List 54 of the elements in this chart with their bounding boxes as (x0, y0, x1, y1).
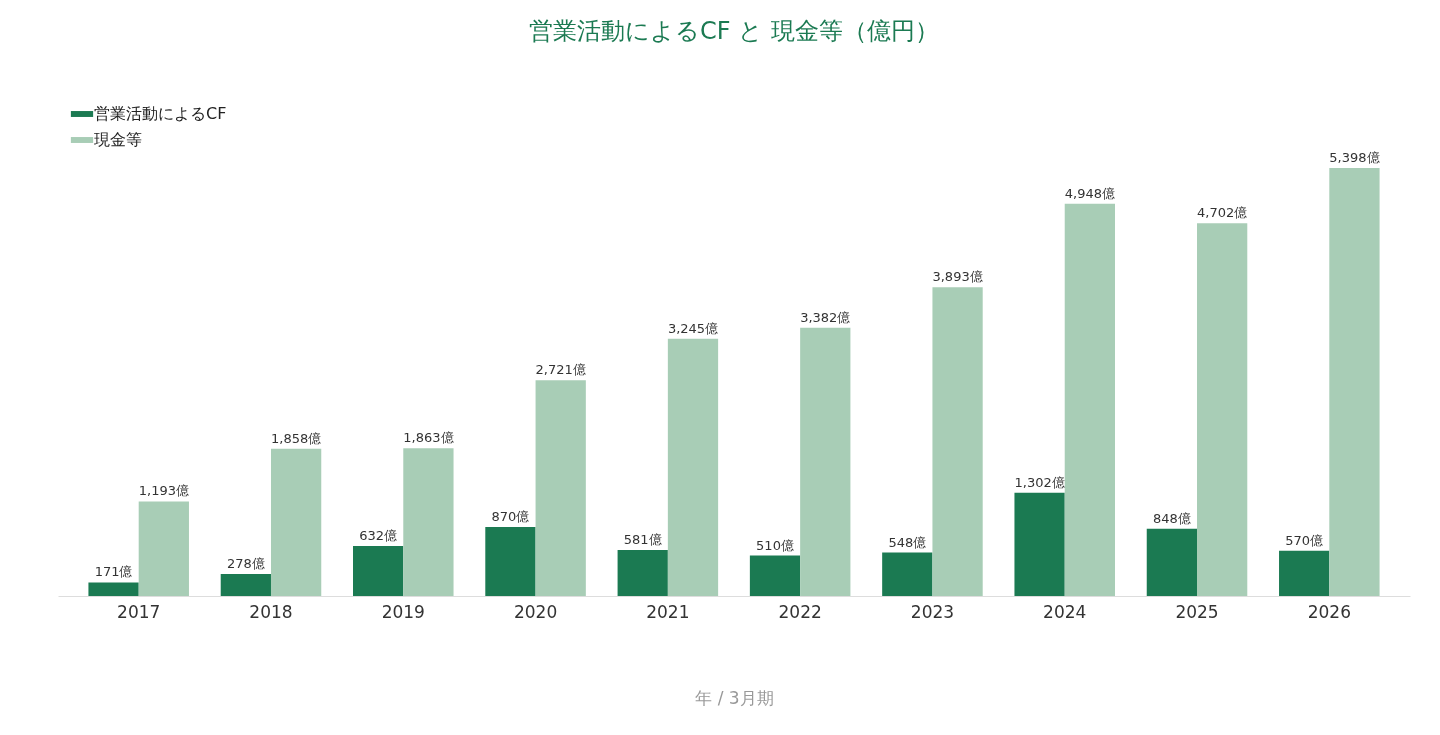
data-label: 548億 (888, 534, 927, 550)
bar (667, 338, 719, 596)
x-tick-label: 2026 (1307, 601, 1351, 622)
data-label: 3,382億 (800, 309, 851, 325)
data-label: 1,863億 (403, 430, 454, 446)
bar (800, 327, 851, 596)
bar (485, 527, 536, 596)
data-label: 848億 (1152, 510, 1191, 526)
data-label: 3,245億 (667, 320, 719, 336)
bar (270, 448, 322, 596)
bar (88, 582, 139, 596)
bar (932, 287, 983, 596)
x-tick-label: 2023 (910, 601, 955, 622)
bar (749, 555, 801, 596)
x-tick-label: 2019 (381, 601, 425, 622)
bar (1064, 203, 1115, 596)
x-tick-label: 2018 (249, 601, 293, 622)
bar (1146, 528, 1198, 596)
data-label: 4,948億 (1064, 185, 1115, 201)
chart-title: 営業活動によるCF と 現金等（億円） (529, 17, 939, 45)
data-label: 581億 (623, 531, 662, 547)
data-label: 5,398億 (1329, 150, 1380, 165)
data-label: 4,702億 (1197, 205, 1248, 221)
x-tick-label: 2021 (646, 601, 690, 622)
data-label: 1,193億 (138, 483, 189, 499)
legend-label: 現金等 (94, 130, 142, 149)
data-label: 632億 (359, 527, 398, 543)
bar (403, 448, 454, 596)
x-tick-label: 2017 (117, 601, 161, 622)
bar (1329, 168, 1380, 596)
data-label: 510億 (756, 537, 794, 553)
data-label: 278億 (226, 555, 265, 571)
x-tick-label: 2022 (778, 601, 822, 622)
bar (138, 501, 189, 596)
data-label: 1,302億 (1014, 474, 1065, 490)
bar (1014, 492, 1065, 596)
bar (1279, 550, 1330, 596)
data-label: 3,893億 (932, 269, 983, 285)
bar (353, 545, 404, 596)
bar (535, 380, 586, 596)
data-label: 870億 (491, 509, 530, 525)
x-tick-label: 2020 (513, 601, 558, 622)
data-label: 1,858億 (271, 430, 322, 446)
data-label: 2,721億 (535, 362, 586, 378)
bar (220, 573, 271, 596)
bar (617, 549, 668, 596)
legend-label: 営業活動によるCF (94, 104, 227, 123)
data-label: 171億 (94, 564, 133, 580)
x-tick-label: 2025 (1175, 601, 1219, 622)
bar (1197, 223, 1248, 596)
data-label: 570億 (1285, 532, 1324, 548)
x-tick-label: 2024 (1043, 601, 1087, 622)
x-axis-title: 年 / 3月期 (695, 687, 774, 708)
bar (882, 552, 933, 596)
